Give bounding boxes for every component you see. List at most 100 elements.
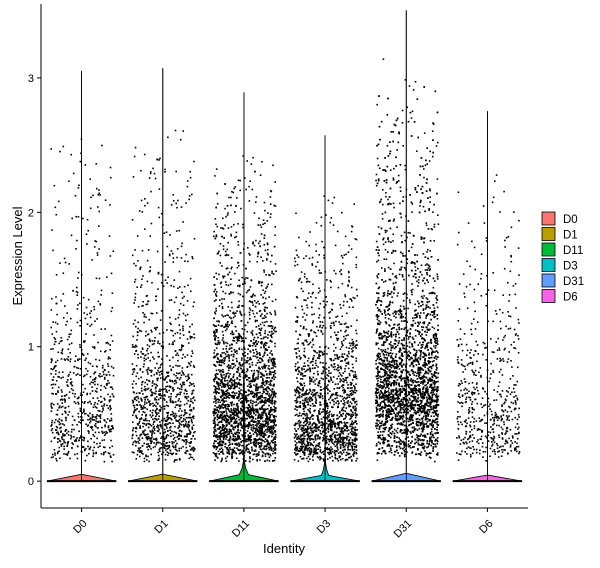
data-point [230, 235, 232, 237]
data-point [163, 428, 166, 431]
data-point [254, 305, 257, 308]
data-point [259, 240, 261, 243]
data-point [158, 428, 160, 431]
data-point [144, 389, 147, 392]
data-point [182, 445, 184, 448]
data-point [230, 343, 233, 346]
data-point [257, 402, 260, 405]
data-point [239, 392, 241, 394]
data-point [233, 349, 236, 351]
data-point [250, 438, 253, 441]
data-point [135, 409, 137, 411]
data-point [155, 399, 158, 401]
data-point [110, 428, 113, 430]
data-point [294, 435, 297, 438]
data-point [81, 401, 84, 403]
data-point [229, 367, 232, 369]
data-point [179, 337, 181, 339]
data-point [219, 384, 222, 386]
data-point [215, 440, 217, 443]
data-point [246, 357, 249, 359]
data-point [347, 361, 350, 364]
data-point [186, 366, 188, 368]
data-point [82, 217, 84, 220]
data-point [164, 171, 166, 173]
data-point [304, 404, 307, 407]
data-point [244, 177, 246, 179]
data-point [236, 310, 238, 312]
data-point [251, 310, 254, 312]
data-point [183, 383, 186, 386]
data-point [233, 450, 235, 452]
data-point [228, 430, 230, 433]
data-point [297, 342, 299, 345]
data-point [214, 374, 217, 376]
data-point [262, 439, 265, 442]
data-point [234, 419, 237, 421]
data-point [236, 197, 238, 199]
data-point [260, 327, 263, 330]
data-point [254, 393, 256, 396]
data-point [264, 438, 267, 440]
data-point [147, 387, 150, 390]
data-point [272, 395, 275, 398]
data-point [255, 348, 257, 351]
data-point [147, 433, 149, 435]
data-point [149, 266, 152, 268]
data-point [165, 404, 168, 407]
data-point [150, 171, 152, 173]
data-point [150, 329, 152, 332]
data-point [214, 459, 216, 461]
data-point [236, 339, 239, 341]
data-point [270, 213, 272, 215]
data-point [83, 341, 85, 343]
data-point [263, 365, 265, 367]
data-point [316, 415, 318, 417]
data-point [56, 438, 59, 440]
data-point [74, 453, 76, 456]
data-point [258, 366, 260, 369]
data-point [131, 434, 134, 437]
data-point [257, 392, 260, 394]
data-point [227, 372, 229, 374]
data-point [252, 374, 254, 377]
data-point [194, 399, 196, 402]
data-point [227, 392, 229, 394]
data-point [229, 435, 232, 438]
data-point [185, 375, 187, 378]
data-point [227, 433, 229, 435]
data-point [333, 403, 335, 406]
data-point [261, 400, 264, 402]
data-point [190, 398, 192, 400]
data-point [248, 450, 250, 453]
data-point [311, 438, 313, 441]
data-point [355, 288, 358, 291]
data-point [75, 355, 77, 357]
data-point [233, 395, 235, 398]
data-point [233, 409, 236, 412]
data-point [177, 287, 179, 289]
data-point [261, 321, 264, 324]
data-point [295, 434, 297, 437]
data-point [178, 398, 180, 400]
data-point [296, 422, 299, 425]
data-point [104, 432, 107, 435]
data-point [159, 397, 162, 399]
data-point [66, 442, 69, 444]
data-point [261, 399, 263, 401]
data-point [307, 401, 309, 403]
data-point [134, 278, 137, 281]
data-point [188, 429, 191, 431]
data-point [145, 455, 147, 458]
data-point [137, 424, 139, 426]
data-point [163, 405, 166, 408]
data-point [274, 452, 276, 454]
data-point [231, 432, 233, 435]
data-point [231, 306, 233, 309]
data-point [172, 285, 175, 288]
data-point [340, 269, 342, 271]
data-point [221, 314, 223, 316]
data-point [251, 188, 254, 191]
data-point [239, 312, 242, 314]
data-point [102, 453, 105, 456]
